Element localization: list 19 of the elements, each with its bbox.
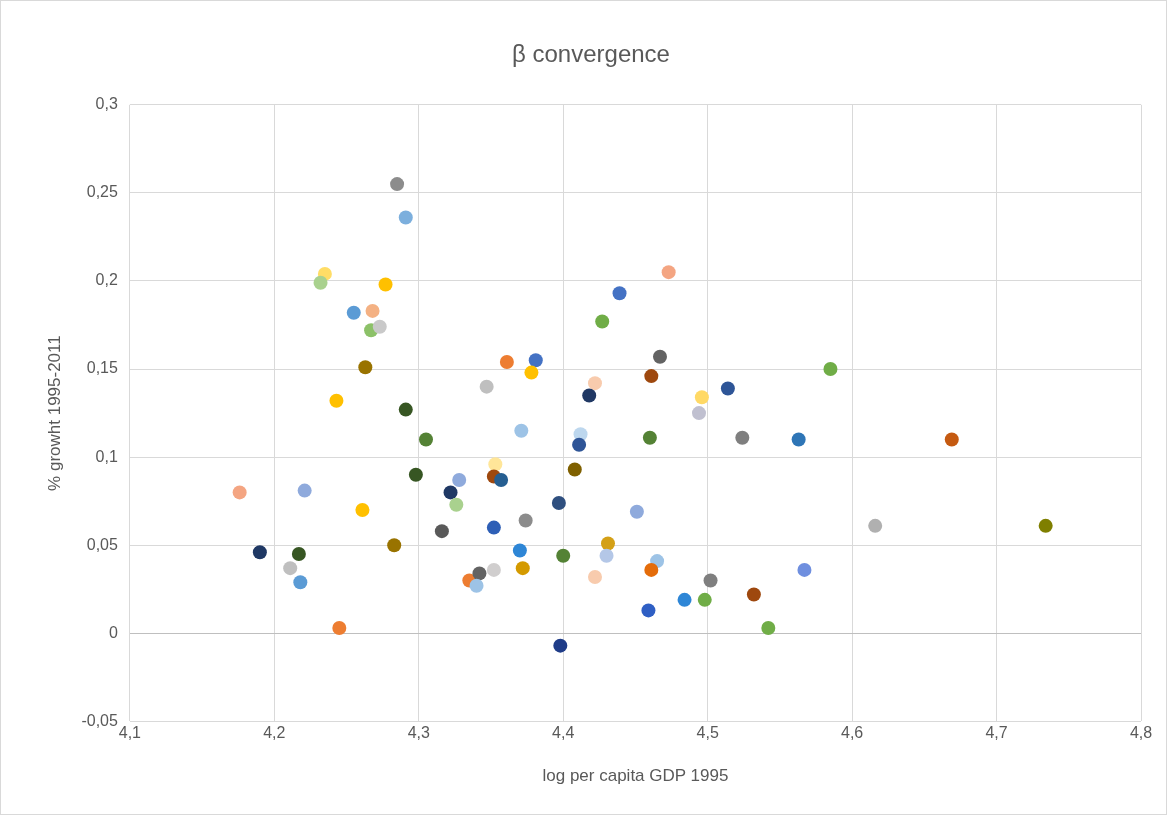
x-tick-label: 4,4 <box>552 724 575 742</box>
x-tick-label: 4,1 <box>118 724 142 742</box>
y-tick-label: 0,3 <box>95 95 118 113</box>
y-tick-label: 0 <box>108 623 118 641</box>
x-tick-label: 4,7 <box>985 724 1008 742</box>
x-tick-label: 4,2 <box>263 724 286 742</box>
y-tick-label: 0,1 <box>95 447 118 465</box>
y-tick-label: -0,05 <box>81 711 118 729</box>
y-tick-label: 0,25 <box>86 183 118 201</box>
y-tick-label: 0,2 <box>95 271 118 289</box>
x-tick-label: 4,3 <box>407 724 430 742</box>
x-axis-title: log per capita GDP 1995 <box>542 766 729 786</box>
y-tick-label: 0,15 <box>86 359 118 377</box>
y-tick-label: 0,05 <box>86 535 118 553</box>
chart-title: β convergence <box>512 40 670 68</box>
y-axis-title: % growht 1995-2011 <box>44 335 64 491</box>
x-tick-label: 4,5 <box>696 724 719 742</box>
x-tick-label: 4,6 <box>840 724 864 742</box>
x-tick-label: 4,8 <box>1129 724 1153 742</box>
